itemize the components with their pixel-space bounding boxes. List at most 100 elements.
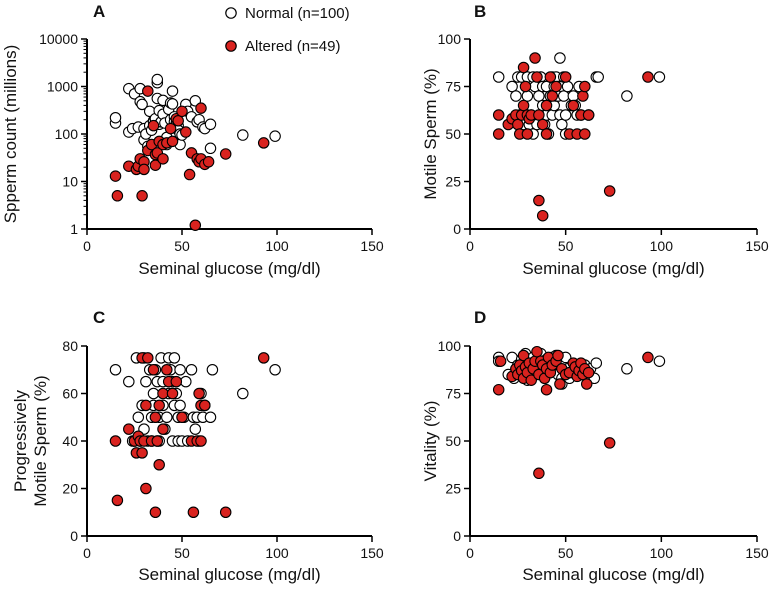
altered-point	[142, 352, 154, 364]
altered-point	[546, 90, 559, 102]
legend-altered-marker	[225, 40, 237, 52]
altered-point	[199, 399, 211, 412]
altered-point	[550, 80, 562, 93]
altered-point	[533, 194, 545, 207]
altered-point	[529, 52, 541, 64]
altered-point	[202, 156, 215, 168]
y-tick-label: 75	[445, 386, 461, 402]
altered-point	[166, 387, 179, 400]
altered-point	[554, 378, 566, 390]
normal-point	[166, 85, 179, 97]
altered-point	[533, 467, 545, 480]
y-axis-title-line: Progressively	[11, 389, 30, 492]
x-tick-label: 50	[174, 238, 190, 254]
x-tick-label: 50	[174, 545, 190, 561]
x-tick-label: 100	[650, 238, 674, 254]
y-tick-label: 75	[445, 79, 461, 95]
altered-point	[577, 90, 589, 102]
altered-point	[257, 137, 270, 149]
altered-point	[492, 383, 505, 396]
altered-point	[536, 209, 549, 222]
altered-point	[161, 363, 173, 376]
altered-point	[519, 80, 532, 93]
altered-point	[494, 355, 507, 367]
normal-point	[151, 73, 164, 86]
legend-normal-label: Normal (n=100)	[245, 5, 350, 22]
altered-point	[193, 387, 205, 400]
y-tick-label: 100	[438, 31, 462, 47]
x-tick-label: 0	[466, 545, 474, 561]
normal-point	[185, 363, 198, 376]
normal-point	[166, 98, 179, 110]
x-tick-label: 0	[466, 238, 474, 254]
altered-point	[153, 399, 165, 412]
altered-point	[642, 351, 654, 364]
altered-point	[195, 102, 207, 114]
normal-point	[621, 363, 633, 375]
x-axis-title: Seminal glucose (mg/dl)	[522, 259, 704, 278]
altered-point	[582, 366, 595, 379]
normal-point	[204, 411, 217, 423]
y-axis-title: Motile Sperm (%)	[421, 68, 440, 199]
altered-point	[176, 411, 188, 423]
normal-point	[123, 375, 135, 388]
normal-point	[109, 363, 122, 376]
altered-point	[540, 99, 553, 112]
altered-point	[189, 219, 202, 231]
altered-point	[111, 494, 124, 507]
altered-point	[579, 80, 591, 93]
normal-point	[132, 411, 145, 423]
altered-point	[157, 153, 169, 165]
altered-point	[521, 128, 534, 140]
altered-point	[580, 378, 593, 390]
x-tick-label: 150	[360, 238, 384, 254]
altered-point	[153, 458, 165, 471]
altered-point	[164, 122, 177, 135]
y-tick-label: 40	[62, 433, 78, 449]
x-tick-label: 50	[558, 545, 574, 561]
normal-point	[559, 109, 572, 121]
altered-point	[149, 411, 162, 423]
x-tick-label: 50	[558, 238, 574, 254]
altered-point	[142, 85, 154, 97]
normal-point	[653, 71, 666, 83]
y-tick-label: 0	[453, 528, 461, 544]
normal-point	[521, 90, 534, 102]
y-tick-label: 20	[62, 481, 78, 497]
y-axis-title-line: Vitality (%)	[421, 401, 440, 482]
normal-point	[109, 111, 122, 124]
altered-point	[492, 109, 505, 121]
altered-point	[183, 168, 196, 181]
normal-point	[561, 80, 574, 93]
x-tick-label: 100	[265, 545, 289, 561]
y-tick-label: 100	[55, 126, 79, 142]
panel-letter: D	[474, 308, 486, 327]
normal-point	[206, 363, 219, 376]
x-tick-label: 150	[360, 545, 384, 561]
altered-point	[136, 190, 148, 202]
altered-point	[603, 185, 616, 197]
y-axis-title-line: Motile Sperm (%)	[421, 68, 440, 199]
normal-point	[533, 90, 545, 102]
altered-point	[603, 437, 616, 449]
y-axis-title: ProgressivelyMotile Sperm (%)	[11, 375, 50, 506]
altered-point	[559, 71, 572, 83]
y-tick-label: 1000	[47, 79, 78, 95]
altered-point	[517, 99, 530, 112]
normal-point	[174, 399, 186, 412]
normal-point	[168, 352, 181, 364]
altered-point	[552, 349, 564, 362]
legend-normal-marker	[225, 7, 237, 19]
altered-point	[140, 399, 152, 412]
series-altered	[492, 52, 654, 222]
altered-point	[567, 99, 580, 112]
normal-point	[510, 90, 522, 102]
y-tick-label: 0	[70, 528, 78, 544]
series-normal	[109, 73, 281, 155]
normal-point	[269, 363, 281, 376]
legend-altered-label: Altered (n=49)	[245, 38, 340, 55]
altered-point	[517, 349, 530, 362]
x-tick-label: 100	[650, 545, 674, 561]
normal-point	[558, 90, 570, 102]
